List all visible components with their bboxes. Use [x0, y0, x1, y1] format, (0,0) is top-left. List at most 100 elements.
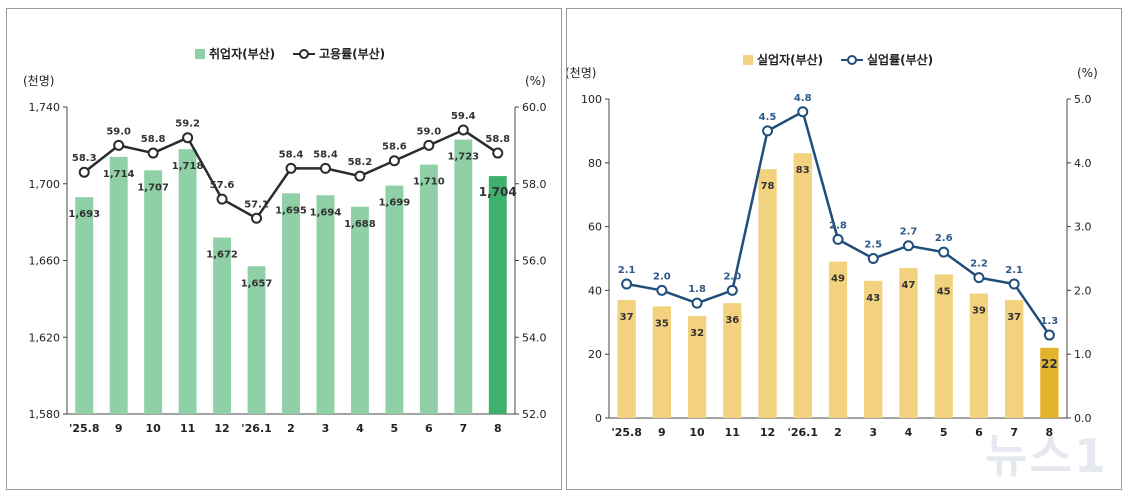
right-tick-label: 3.0 — [1074, 221, 1092, 234]
line-value-label: 58.4 — [313, 149, 338, 160]
line-value-label: 58.4 — [279, 149, 304, 160]
bar-value-label: 1,723 — [447, 152, 479, 163]
line-point — [216, 193, 228, 205]
right-tick-label: 58.0 — [522, 178, 547, 191]
legend-line-label: 실업률(부산) — [867, 52, 933, 67]
x-tick-label: 12 — [760, 426, 775, 439]
line-value-label: 58.8 — [141, 134, 166, 145]
line-point — [113, 139, 125, 151]
left-tick-label: 20 — [588, 348, 602, 361]
right-tick-label: 4.0 — [1074, 157, 1092, 170]
left-tick-label: 80 — [588, 157, 602, 170]
line-value-label: 59.2 — [175, 119, 200, 130]
x-tick-label: 4 — [356, 422, 364, 435]
right-tick-label: 60.0 — [522, 101, 547, 114]
bar-value-label: 37 — [1007, 312, 1021, 323]
bar — [1040, 347, 1059, 418]
bar — [350, 206, 369, 414]
bar — [652, 306, 672, 418]
bar-value-label: 83 — [796, 165, 810, 176]
line-point — [78, 166, 90, 178]
line-value-label: 2.0 — [653, 271, 671, 282]
bar-value-label: 39 — [972, 306, 986, 317]
bar-value-label: 1,672 — [206, 249, 238, 260]
line-point — [182, 132, 194, 144]
line-point — [973, 272, 985, 284]
line-value-label: 1.3 — [1041, 316, 1059, 327]
line-point — [938, 246, 950, 258]
line-value-label: 59.0 — [417, 126, 442, 137]
x-tick-label: 8 — [494, 422, 502, 435]
x-tick-label: '25.8 — [611, 426, 642, 439]
right-axis-unit: (%) — [1077, 66, 1098, 80]
line-value-label: 58.2 — [348, 157, 373, 168]
bar — [385, 185, 404, 414]
x-tick-label: 3 — [322, 422, 330, 435]
x-tick-label: '26.1 — [241, 422, 272, 435]
line-value-label: 58.6 — [382, 142, 407, 153]
line-value-label: 2.1 — [1005, 265, 1023, 276]
bar-value-label: 47 — [902, 280, 916, 291]
left-tick-label: 40 — [588, 284, 602, 297]
bar-value-label: 37 — [620, 312, 634, 323]
line-value-label: 2.2 — [970, 259, 988, 270]
bar-value-label: 1,688 — [344, 219, 376, 230]
bar — [213, 237, 232, 414]
bar-value-label: 78 — [761, 181, 775, 192]
line-point — [691, 297, 703, 309]
bar-value-label: 1,693 — [68, 209, 100, 220]
line-value-label: 2.5 — [864, 240, 882, 251]
bar-value-label: 1,704 — [479, 185, 517, 199]
right-tick-label: 1.0 — [1074, 348, 1092, 361]
line-point — [423, 139, 435, 151]
x-tick-label: 7 — [459, 422, 467, 435]
x-tick-label: 10 — [145, 422, 161, 435]
right-axis-unit: (%) — [525, 74, 546, 88]
bar-value-label: 1,714 — [103, 169, 135, 180]
bar — [864, 280, 883, 418]
x-tick-label: 11 — [725, 426, 740, 439]
line-point — [797, 106, 809, 118]
x-tick-label: 5 — [940, 426, 948, 439]
line-value-label: 2.1 — [618, 265, 636, 276]
x-tick-label: 4 — [905, 426, 913, 439]
line-point — [867, 253, 879, 264]
bar-value-label: 1,694 — [310, 207, 342, 218]
line-value-label: 4.5 — [759, 112, 777, 123]
legend-bar-swatch — [743, 55, 753, 65]
right-tick-label: 56.0 — [522, 255, 547, 268]
bar-value-label: 22 — [1041, 357, 1058, 371]
line-point — [656, 284, 668, 296]
line-value-label: 58.8 — [485, 134, 510, 145]
line-point — [457, 124, 469, 136]
line-value-label: 2.8 — [829, 220, 847, 231]
bar — [178, 149, 197, 414]
bar-value-label: 32 — [690, 328, 704, 339]
bar-value-label: 1,699 — [379, 198, 411, 209]
line-point — [319, 162, 331, 174]
line-point — [902, 240, 914, 252]
bar — [934, 274, 953, 418]
bar-value-label: 45 — [937, 286, 951, 297]
line-point — [388, 155, 400, 167]
unemployment-chart-panel: 실업자(부산) 실업률(부산) (천명) (%) 0 20 40 60 80 100 0.0 1.0 2… — [566, 8, 1122, 490]
bar — [454, 139, 473, 414]
line-value-label: 2.7 — [900, 227, 918, 238]
line-point — [762, 125, 774, 137]
bar — [828, 261, 848, 418]
right-tick-label: 5.0 — [1074, 93, 1092, 106]
bar — [723, 303, 742, 418]
x-tick-label: 6 — [425, 422, 433, 435]
bar — [899, 268, 918, 418]
line-value-label: 57.1 — [244, 199, 269, 210]
line-value-label: 58.3 — [72, 153, 97, 164]
x-tick-label: 2 — [287, 422, 295, 435]
left-axis-unit: (천명) — [567, 65, 596, 80]
line-value-label: 59.0 — [106, 126, 131, 137]
legend-line-label: 고용률(부산) — [319, 46, 385, 61]
bar — [969, 293, 989, 418]
bar — [282, 193, 300, 414]
left-tick-label: 1,700 — [29, 178, 61, 191]
right-tick-label: 2.0 — [1074, 284, 1092, 297]
left-tick-label: 1,740 — [29, 101, 61, 114]
